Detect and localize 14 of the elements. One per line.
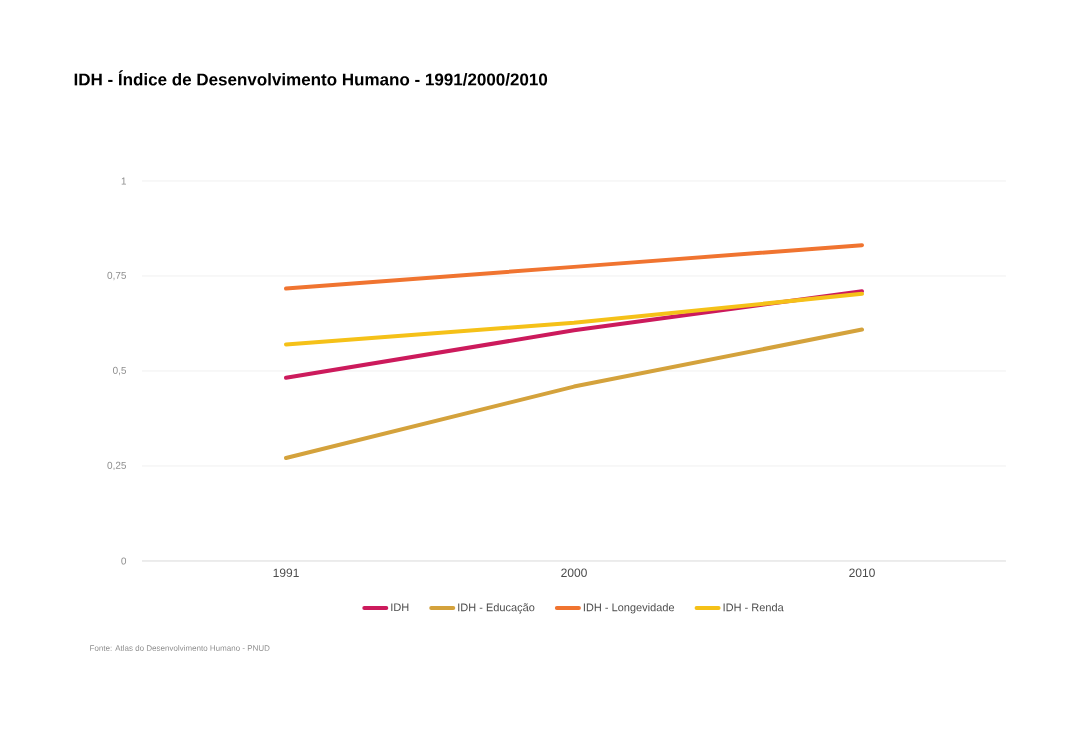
y-tick-label: 0,25 [107, 461, 127, 471]
x-tick-label: 1991 [273, 568, 299, 578]
chart-title: IDH - Índice de Desenvolvimento Humano - 1991/2000/2010 [74, 70, 548, 86]
legend-label: IDH [391, 603, 409, 611]
x-tick-label: 2000 [561, 568, 587, 578]
legend-label: IDH - Longevidade [583, 603, 675, 614]
legend-label: IDH - Renda [723, 603, 784, 612]
source-note: Fonte: Atlas do Desenvolvimento Humano - PNUD [90, 645, 270, 651]
y-tick-label: 0 [121, 557, 127, 565]
y-tick-label: 0,75 [107, 271, 127, 281]
legend-label: IDH - Educação [458, 603, 535, 614]
y-tick-label: 1 [121, 177, 126, 185]
x-tick-label: 2010 [849, 568, 875, 578]
y-tick-label: 0,5 [112, 366, 127, 376]
